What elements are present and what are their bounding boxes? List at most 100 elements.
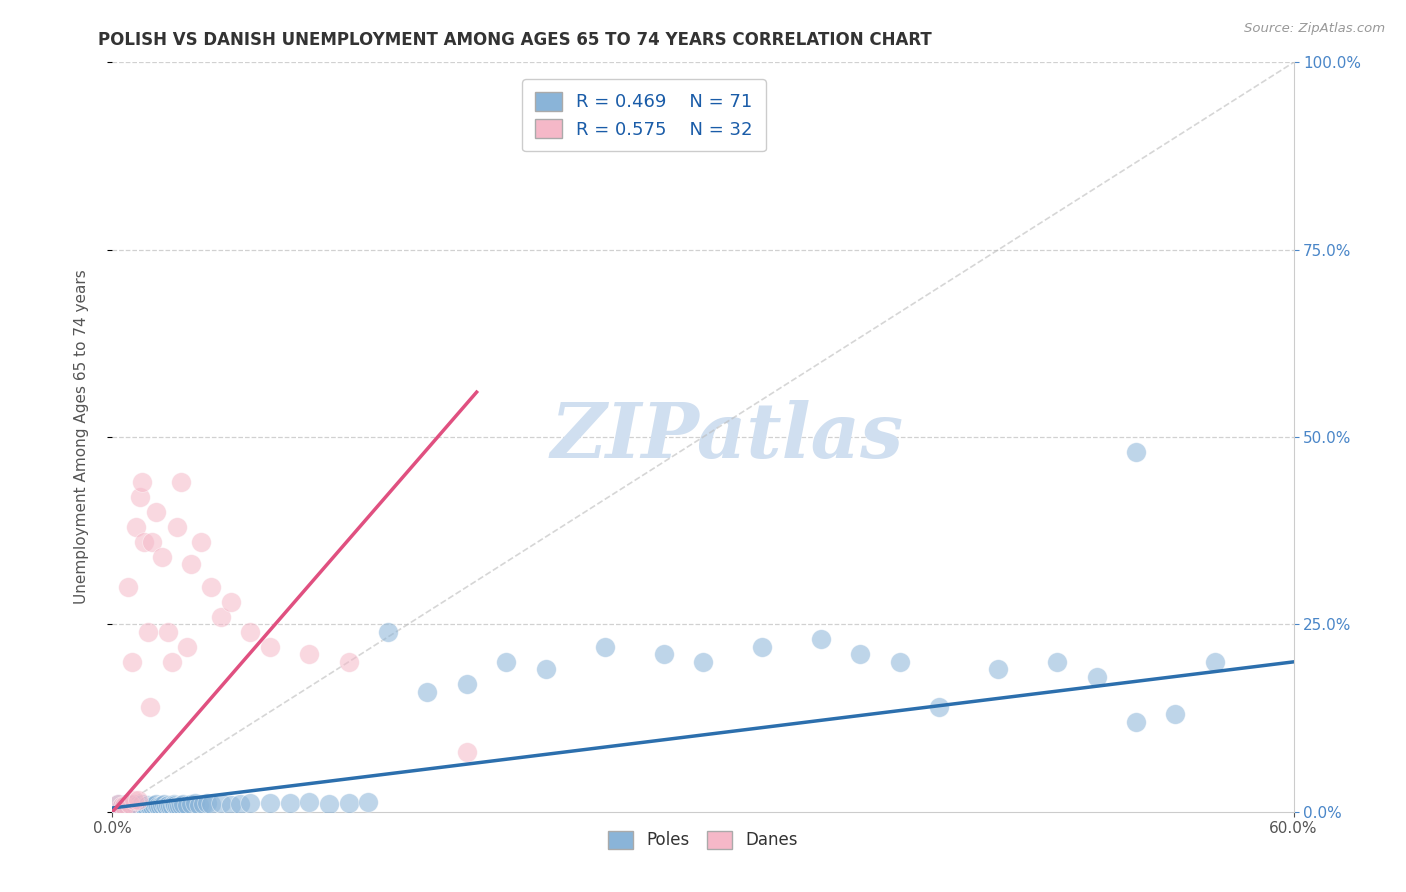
Point	[141, 798, 163, 813]
Point	[1085, 670, 1108, 684]
Point	[188, 797, 211, 812]
Point	[156, 797, 179, 812]
Point	[337, 796, 360, 810]
Point	[209, 797, 232, 811]
Point	[139, 799, 162, 814]
Point	[129, 798, 152, 813]
Point	[132, 799, 155, 814]
Point	[692, 655, 714, 669]
Point	[111, 799, 134, 814]
Point	[110, 801, 132, 815]
Point	[159, 799, 181, 814]
Text: POLISH VS DANISH UNEMPLOYMENT AMONG AGES 65 TO 74 YEARS CORRELATION CHART: POLISH VS DANISH UNEMPLOYMENT AMONG AGES…	[98, 31, 932, 49]
Point	[209, 610, 232, 624]
Point	[377, 624, 399, 639]
Point	[495, 655, 517, 669]
Point	[166, 798, 188, 813]
Point	[165, 797, 187, 812]
Point	[132, 535, 155, 549]
Point	[239, 624, 262, 639]
Point	[229, 797, 252, 812]
Point	[131, 475, 153, 489]
Point	[337, 655, 360, 669]
Point	[160, 655, 183, 669]
Point	[141, 535, 163, 549]
Point	[889, 655, 911, 669]
Point	[170, 797, 193, 812]
Point	[195, 797, 218, 811]
Legend: Poles, Danes: Poles, Danes	[602, 824, 804, 855]
Point	[849, 648, 872, 662]
Point	[125, 799, 148, 814]
Point	[129, 490, 152, 504]
Point	[155, 798, 177, 813]
Y-axis label: Unemployment Among Ages 65 to 74 years: Unemployment Among Ages 65 to 74 years	[75, 269, 89, 605]
Point	[259, 797, 281, 811]
Point	[810, 632, 832, 647]
Point	[1204, 655, 1226, 669]
Point	[416, 685, 439, 699]
Point	[127, 797, 149, 812]
Point	[318, 797, 340, 812]
Point	[152, 797, 174, 812]
Point	[219, 797, 242, 812]
Text: ZIPatlas: ZIPatlas	[550, 401, 903, 474]
Point	[169, 799, 191, 814]
Point	[239, 796, 262, 810]
Point	[107, 797, 129, 812]
Point	[142, 797, 165, 812]
Point	[120, 797, 142, 812]
Point	[357, 795, 380, 809]
Point	[112, 799, 135, 814]
Point	[176, 640, 198, 654]
Point	[122, 797, 145, 812]
Point	[146, 798, 169, 813]
Point	[166, 520, 188, 534]
Point	[135, 798, 157, 813]
Point	[184, 797, 207, 811]
Point	[180, 558, 202, 572]
Point	[200, 580, 222, 594]
Point	[115, 797, 138, 812]
Point	[298, 795, 321, 809]
Point	[160, 798, 183, 813]
Point	[112, 798, 135, 813]
Point	[150, 549, 173, 564]
Point	[162, 797, 184, 812]
Text: Source: ZipAtlas.com: Source: ZipAtlas.com	[1244, 22, 1385, 36]
Point	[172, 797, 194, 812]
Point	[156, 624, 179, 639]
Point	[1125, 714, 1147, 729]
Point	[121, 798, 143, 813]
Point	[200, 797, 222, 812]
Point	[111, 798, 134, 813]
Point	[1046, 655, 1069, 669]
Point	[456, 745, 478, 759]
Point	[191, 797, 214, 812]
Point	[593, 640, 616, 654]
Point	[1164, 707, 1187, 722]
Point	[180, 797, 202, 812]
Point	[145, 505, 167, 519]
Point	[259, 640, 281, 654]
Point	[117, 800, 139, 814]
Point	[170, 475, 193, 489]
Point	[219, 595, 242, 609]
Point	[136, 624, 159, 639]
Point	[139, 699, 162, 714]
Point	[120, 797, 142, 812]
Point	[1125, 445, 1147, 459]
Point	[150, 797, 173, 812]
Point	[122, 793, 145, 807]
Point	[751, 640, 773, 654]
Point	[131, 797, 153, 812]
Point	[145, 797, 167, 812]
Point	[176, 797, 198, 812]
Point	[125, 520, 148, 534]
Point	[456, 677, 478, 691]
Point	[149, 799, 172, 814]
Point	[117, 580, 139, 594]
Point	[298, 648, 321, 662]
Point	[121, 655, 143, 669]
Point	[107, 797, 129, 812]
